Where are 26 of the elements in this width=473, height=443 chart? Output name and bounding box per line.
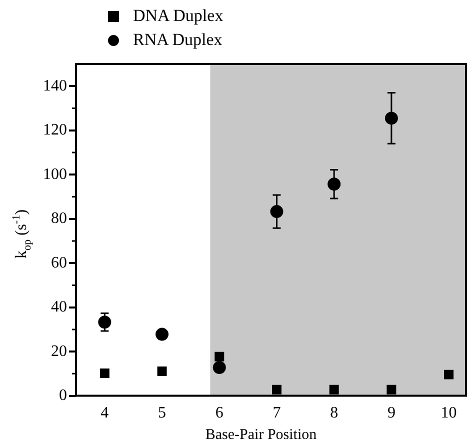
- point: [157, 366, 167, 376]
- point: [444, 370, 454, 380]
- y-tick-label: 20: [51, 342, 67, 360]
- x-axis-title: Base-Pair Position: [205, 427, 318, 443]
- y-tick-label: 120: [43, 122, 67, 139]
- x-tick-label: 6: [215, 404, 224, 422]
- x-tick-label: 5: [158, 404, 166, 422]
- y-tick-label: 140: [43, 77, 67, 94]
- point: [272, 384, 282, 394]
- y-tick-label: 40: [51, 298, 67, 316]
- x-tick-label: 9: [387, 404, 396, 422]
- x-tick-label: 8: [330, 404, 338, 422]
- x-tick-label: 10: [440, 404, 457, 422]
- y-tick-label: 0: [59, 387, 67, 404]
- y-tick-label: 60: [51, 254, 67, 272]
- point: [100, 368, 110, 378]
- legend-label: DNA Duplex: [133, 6, 224, 26]
- point: [214, 352, 224, 362]
- y-tick-label: 100: [43, 166, 67, 183]
- x-tick-label: 7: [272, 404, 281, 422]
- y-tick-label: 80: [51, 210, 67, 228]
- point: [329, 384, 339, 394]
- legend-label: RNA Duplex: [133, 30, 222, 50]
- point: [212, 360, 226, 374]
- x-tick-label: 4: [100, 404, 109, 422]
- point: [386, 384, 396, 394]
